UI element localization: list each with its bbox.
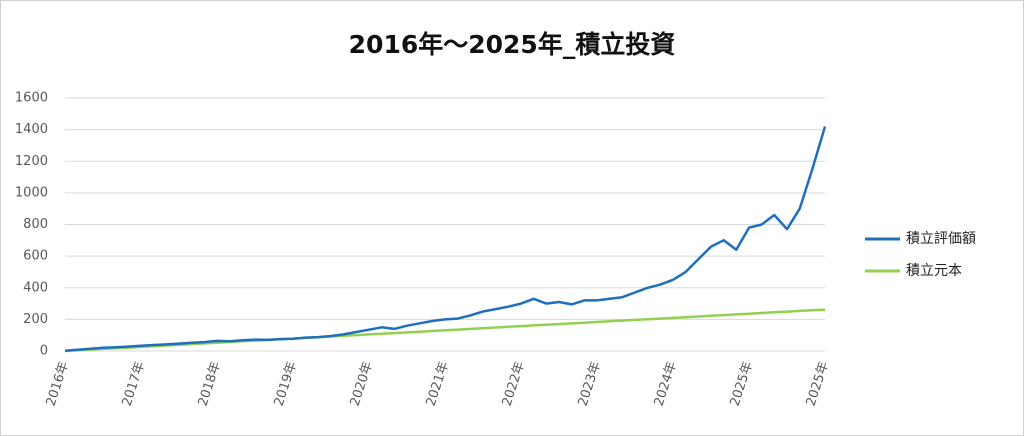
y-tick-label: 800	[23, 217, 48, 232]
y-tick-label: 200	[23, 312, 48, 327]
y-tick-label: 1000	[15, 185, 48, 200]
y-tick-label: 400	[23, 280, 48, 295]
legend-label: 積立元本	[906, 263, 962, 279]
y-tick-label: 1200	[15, 154, 48, 169]
chart-title: 2016年～2025年_積立投資	[349, 30, 676, 59]
y-tick-label: 1400	[15, 122, 48, 137]
series-line	[64, 308, 826, 353]
y-tick-label: 1600	[15, 91, 48, 106]
legend-label: 積立評価額	[906, 231, 976, 247]
y-tick-label: 600	[23, 249, 48, 264]
series-line	[64, 126, 827, 352]
y-tick-label: 0	[40, 344, 48, 359]
